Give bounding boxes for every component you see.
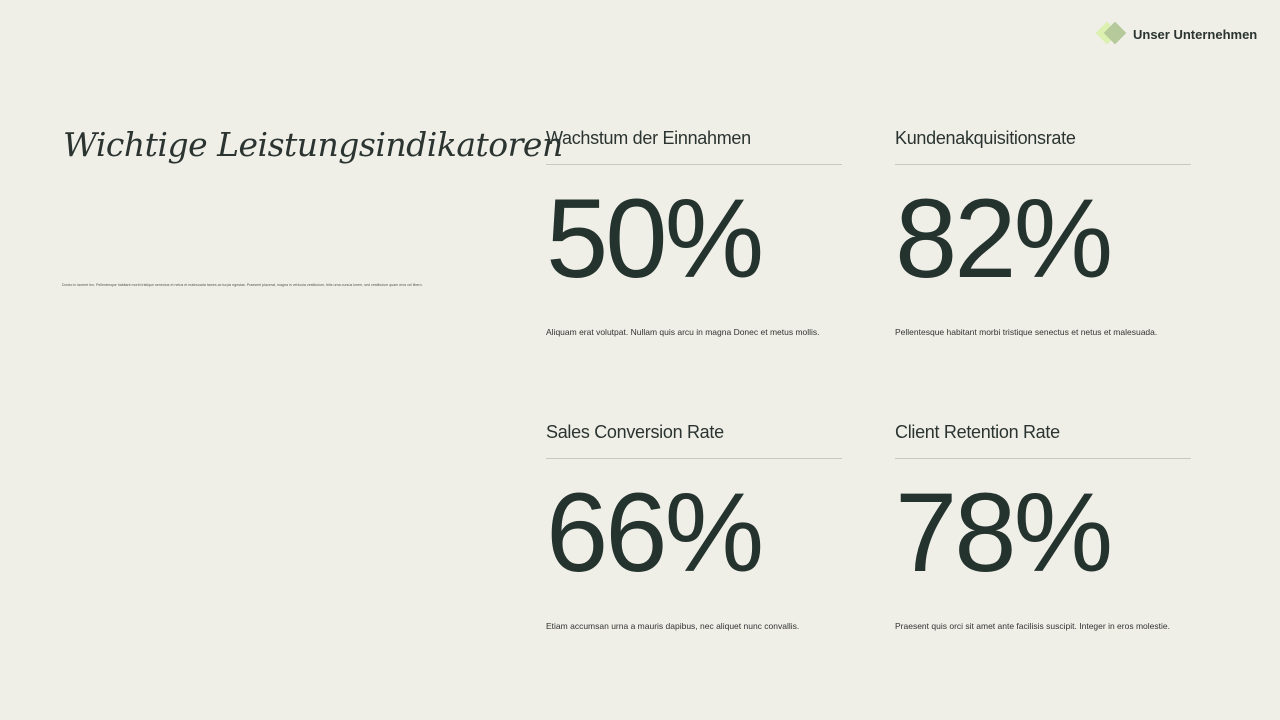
divider bbox=[546, 458, 842, 459]
kpi-card-revenue-growth: Wachstum der Einnahmen 50% Aliquam erat … bbox=[546, 128, 842, 337]
divider bbox=[895, 164, 1191, 165]
brand-logo: Unser Unternehmen bbox=[1095, 21, 1258, 46]
intro-text: Donec in laoreet leo. Pellentesque habit… bbox=[62, 283, 423, 287]
kpi-card-sales-conversion: Sales Conversion Rate 66% Etiam accumsan… bbox=[546, 422, 842, 631]
logo-diamond-icon bbox=[1095, 21, 1131, 46]
kpi-description: Etiam accumsan urna a mauris dapibus, ne… bbox=[546, 621, 800, 631]
kpi-description: Aliquam erat volutpat. Nullam quis arcu … bbox=[546, 327, 820, 337]
kpi-description: Praesent quis orci sit amet ante facilis… bbox=[895, 621, 1170, 631]
kpi-value: 82% bbox=[895, 176, 1113, 301]
kpi-label: Kundenakquisitionsrate bbox=[895, 128, 1076, 148]
kpi-value: 78% bbox=[895, 470, 1113, 595]
kpi-description: Pellentesque habitant morbi tristique se… bbox=[895, 327, 1158, 337]
divider bbox=[546, 164, 842, 165]
kpi-label: Sales Conversion Rate bbox=[546, 422, 724, 442]
brand-name: Unser Unternehmen bbox=[1133, 26, 1258, 42]
kpi-card-customer-acquisition: Kundenakquisitionsrate 82% Pellentesque … bbox=[895, 128, 1191, 337]
page-title: Wichtige Leistungsindikatoren bbox=[63, 125, 563, 164]
divider bbox=[895, 458, 1191, 459]
kpi-label: Client Retention Rate bbox=[895, 422, 1060, 442]
kpi-value: 66% bbox=[546, 470, 764, 595]
kpi-value: 50% bbox=[546, 176, 764, 301]
kpi-card-client-retention: Client Retention Rate 78% Praesent quis … bbox=[895, 422, 1191, 631]
kpi-label: Wachstum der Einnahmen bbox=[546, 128, 751, 148]
